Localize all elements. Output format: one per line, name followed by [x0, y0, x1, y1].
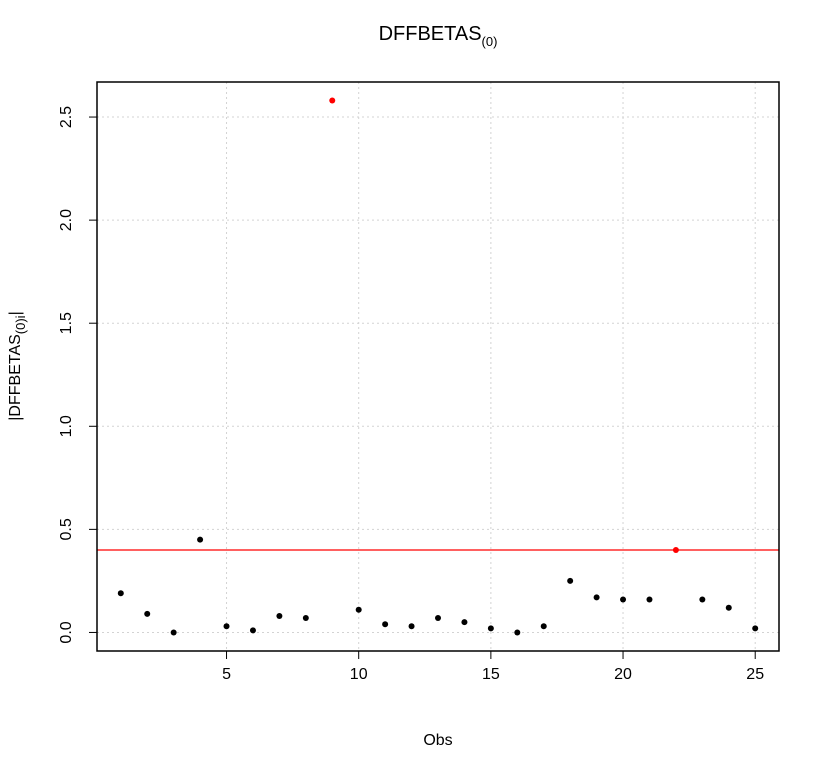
data-point	[276, 612, 283, 619]
data-point	[752, 625, 759, 632]
y-axis-title: |DFFBETAS(0)i|	[7, 311, 28, 420]
x-tick-label: 10	[350, 666, 368, 683]
data-point	[249, 627, 256, 634]
y-tick-label: 1.5	[58, 312, 75, 334]
data-point	[699, 596, 706, 603]
y-tick-label: 1.0	[58, 415, 75, 437]
x-tick-label: 25	[746, 666, 764, 683]
chart-title: DFFBETAS(0)	[379, 23, 498, 49]
grid	[97, 82, 779, 651]
data-point-highlighted	[672, 546, 679, 553]
y-axis-title-suffix: |	[7, 311, 24, 315]
data-point	[646, 596, 653, 603]
x-tick-label: 5	[222, 666, 231, 683]
y-tick-label: 2.0	[58, 209, 75, 231]
data-point	[514, 629, 521, 636]
y-tick-label: 0.0	[58, 621, 75, 643]
data-point	[355, 606, 362, 613]
data-point	[487, 625, 494, 632]
data-point	[382, 621, 389, 628]
data-point	[223, 623, 230, 630]
plot-frame	[96, 81, 780, 652]
data-point	[435, 615, 441, 622]
y-axis-title-main: |DFFBETAS	[7, 334, 24, 421]
data-point	[620, 596, 627, 603]
x-axis-title: Obs	[423, 732, 452, 749]
data-point	[197, 536, 204, 543]
x-axis: 5 10 15 20 25	[222, 651, 764, 683]
chart-title-main: DFFBETAS	[379, 23, 482, 45]
x-tick-label: 15	[482, 666, 500, 683]
data-point	[117, 590, 124, 597]
y-tick-label: 2.5	[58, 106, 75, 128]
data-point	[461, 619, 468, 626]
data-points	[117, 97, 759, 636]
data-point	[540, 623, 547, 630]
data-point	[170, 629, 177, 636]
data-point	[302, 615, 309, 622]
data-point	[144, 610, 151, 617]
data-point-highlighted	[329, 97, 336, 104]
data-point	[408, 623, 415, 630]
chart-title-subscript: (0)	[482, 34, 498, 49]
x-tick-label: 20	[614, 666, 632, 683]
data-point	[593, 594, 600, 601]
y-tick-label: 0.5	[58, 518, 75, 540]
y-axis: 0.0 0.5 1.0 1.5 2.0 2.5	[58, 106, 97, 644]
data-point	[725, 604, 732, 611]
y-axis-title-subscript: (0)i	[13, 315, 28, 334]
data-point	[567, 577, 574, 584]
